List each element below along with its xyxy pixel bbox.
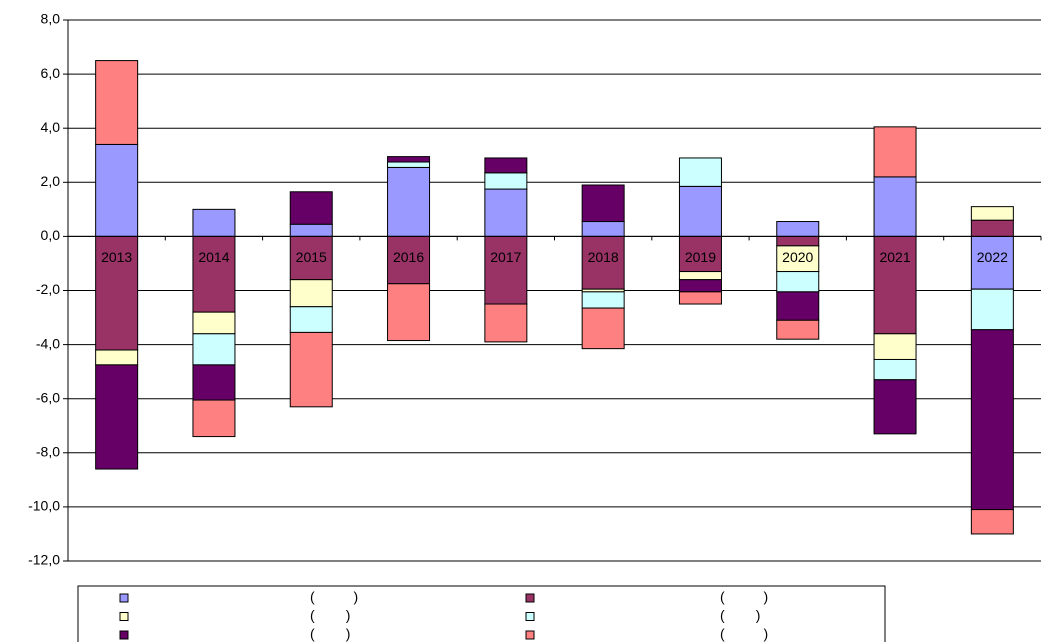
bar-segment bbox=[970, 235, 1014, 290]
bar-segment bbox=[192, 208, 236, 237]
bar-segment bbox=[95, 349, 139, 366]
bar-segment bbox=[484, 188, 528, 237]
legend-label: ( ) bbox=[720, 607, 760, 623]
y-tick-label: 6,0 bbox=[41, 65, 61, 81]
bar-segment bbox=[289, 191, 333, 225]
legend-label: ( ) bbox=[310, 589, 358, 605]
bar-segment bbox=[192, 311, 236, 335]
y-tick-label: -4,0 bbox=[36, 335, 60, 351]
y-tick-label: -8,0 bbox=[36, 444, 60, 460]
legend-swatch bbox=[525, 593, 535, 603]
bar-segment bbox=[581, 291, 625, 309]
x-tick-label: 2022 bbox=[977, 249, 1008, 265]
bar-segment bbox=[289, 235, 333, 281]
bar-segment bbox=[970, 206, 1014, 221]
bar-segment bbox=[678, 291, 722, 305]
bar-segment bbox=[776, 271, 820, 293]
bar-segment bbox=[387, 161, 431, 168]
bar-segment bbox=[970, 219, 1014, 237]
bar-segment bbox=[678, 279, 722, 293]
bar-segment bbox=[581, 307, 625, 350]
legend-swatch bbox=[525, 630, 535, 640]
bar-segment bbox=[581, 235, 625, 290]
bar-segment bbox=[95, 364, 139, 470]
bar-segment bbox=[873, 126, 917, 178]
bar-segment bbox=[387, 283, 431, 342]
bar-segment bbox=[776, 245, 820, 273]
legend-swatch bbox=[119, 612, 129, 621]
x-tick-label: 2018 bbox=[588, 249, 619, 265]
legend-swatch bbox=[119, 593, 129, 603]
bar-segment bbox=[289, 279, 333, 308]
bar-segment bbox=[678, 271, 722, 281]
bar-segment bbox=[776, 319, 820, 340]
x-tick-label: 2017 bbox=[490, 249, 521, 265]
x-tick-label: 2019 bbox=[685, 249, 716, 265]
bar-segment bbox=[873, 358, 917, 381]
legend-label: ( ) bbox=[310, 626, 350, 642]
bar-segment bbox=[581, 184, 625, 223]
bar-segment bbox=[289, 306, 333, 333]
legend-swatch bbox=[525, 612, 535, 621]
bar-segment bbox=[873, 379, 917, 435]
bar-segment bbox=[873, 176, 917, 237]
y-tick-label: -6,0 bbox=[36, 389, 60, 405]
y-tick-label: -10,0 bbox=[28, 498, 60, 514]
bar-segment bbox=[484, 235, 528, 305]
legend-label: ( ) bbox=[310, 607, 350, 623]
bar-segment bbox=[484, 172, 528, 190]
bar-segment bbox=[970, 329, 1014, 511]
x-tick-label: 2020 bbox=[782, 249, 813, 265]
y-tick-label: 4,0 bbox=[41, 119, 61, 135]
bar-segment bbox=[387, 235, 431, 285]
legend-label: ( ) bbox=[720, 589, 768, 605]
legend-swatch bbox=[119, 630, 129, 640]
bar-segment bbox=[776, 221, 820, 237]
y-tick-label: -2,0 bbox=[36, 281, 60, 297]
bar-segment bbox=[970, 288, 1014, 331]
bar-segment bbox=[95, 235, 139, 351]
bar-segment bbox=[192, 235, 236, 313]
bar-segment bbox=[776, 291, 820, 321]
x-tick-label: 2014 bbox=[198, 249, 229, 265]
bar-segment bbox=[484, 303, 528, 343]
bar-segment bbox=[581, 221, 625, 237]
bar-segment bbox=[678, 157, 722, 187]
x-tick-label: 2016 bbox=[393, 249, 424, 265]
bar-segment bbox=[776, 235, 820, 247]
bar-segment bbox=[289, 223, 333, 237]
x-tick-label: 2015 bbox=[296, 249, 327, 265]
y-tick-label: 0,0 bbox=[41, 227, 61, 243]
bar-segment bbox=[192, 399, 236, 438]
bar-segment bbox=[192, 364, 236, 401]
legend-box bbox=[77, 585, 886, 642]
bar-segment bbox=[873, 235, 917, 335]
bar-segment bbox=[95, 60, 139, 145]
x-tick-label: 2013 bbox=[101, 249, 132, 265]
bar-segment bbox=[678, 235, 722, 273]
y-tick-label: 8,0 bbox=[41, 11, 61, 27]
bar-segment bbox=[192, 333, 236, 366]
bar-segment bbox=[484, 157, 528, 174]
x-tick-label: 2021 bbox=[879, 249, 910, 265]
bar-segment bbox=[678, 185, 722, 237]
legend-label: ( ) bbox=[720, 626, 768, 642]
bar-segment bbox=[873, 333, 917, 360]
bar-segment bbox=[95, 143, 139, 237]
bar-segment bbox=[289, 331, 333, 408]
bar-segment bbox=[387, 166, 431, 237]
bar-segment bbox=[970, 509, 1014, 535]
y-tick-label: -12,0 bbox=[28, 552, 60, 568]
bar-segment bbox=[387, 156, 431, 163]
y-tick-label: 2,0 bbox=[41, 173, 61, 189]
